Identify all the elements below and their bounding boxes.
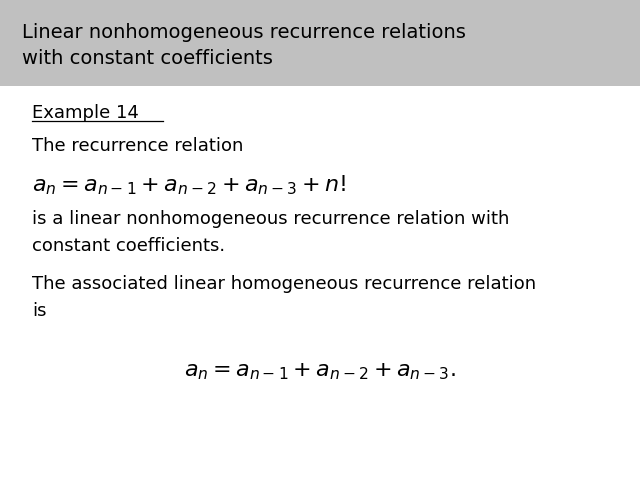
Text: $a_n = a_{n-1} + a_{n-2} +a_{n-3} +n!$: $a_n = a_{n-1} + a_{n-2} +a_{n-3} +n!$ (32, 173, 346, 197)
Text: is a linear nonhomogeneous recurrence relation with
constant coefficients.: is a linear nonhomogeneous recurrence re… (32, 210, 509, 255)
Text: Linear nonhomogeneous recurrence relations
with constant coefficients: Linear nonhomogeneous recurrence relatio… (22, 23, 467, 68)
Text: The associated linear homogeneous recurrence relation
is: The associated linear homogeneous recurr… (32, 275, 536, 320)
Text: The recurrence relation: The recurrence relation (32, 137, 243, 156)
Text: $a_n = a_{n-1} + a_{n-2} +a_{n-3}.$: $a_n = a_{n-1} + a_{n-2} +a_{n-3}.$ (184, 362, 456, 382)
Text: Example 14: Example 14 (32, 104, 139, 122)
FancyBboxPatch shape (0, 0, 640, 86)
